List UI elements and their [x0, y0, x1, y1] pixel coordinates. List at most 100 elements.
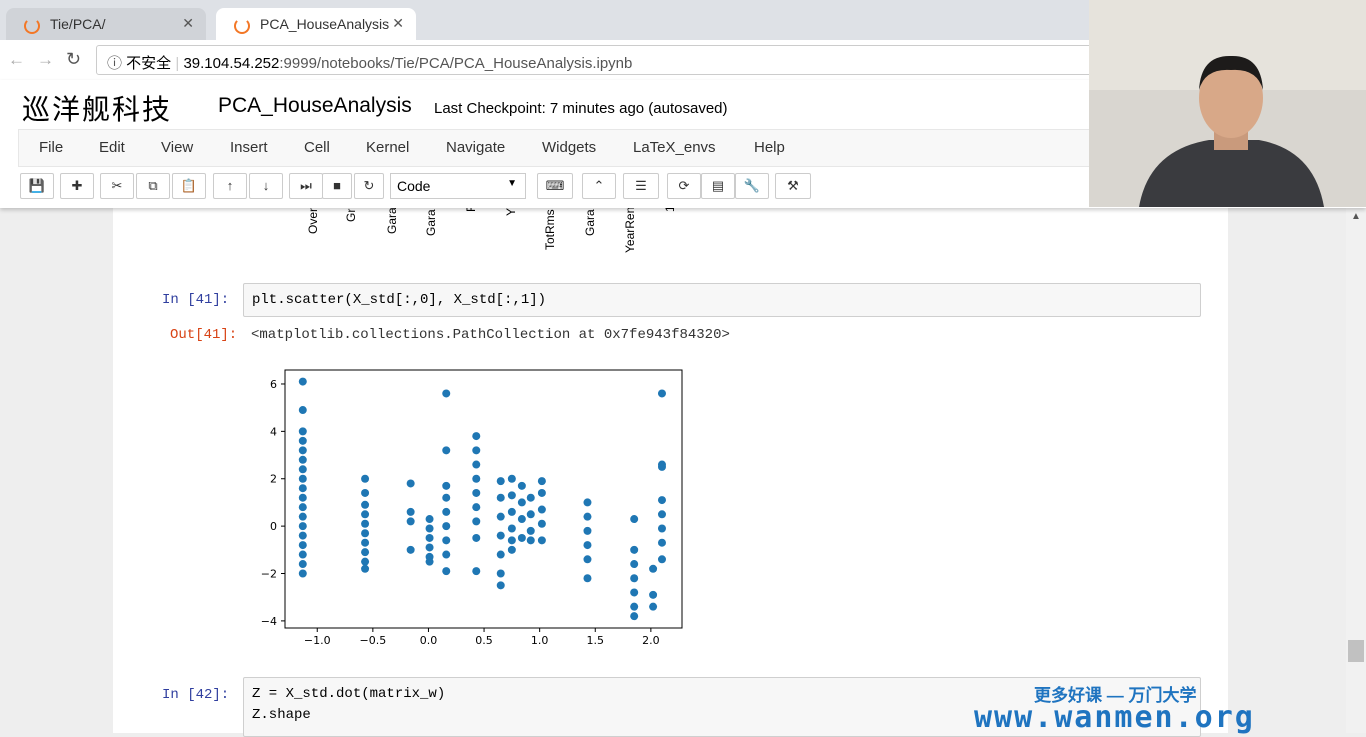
- scatter-chart: −1.0 −0.5 0.0 0.5 1.0 1.5 2.0 −4 −2 0 2 4 6: [261, 369, 683, 647]
- code-line: Z = X_std.dot(matrix_w): [252, 686, 446, 702]
- point: [361, 557, 370, 566]
- point: [472, 488, 481, 497]
- menu-item[interactable]: Widgets: [542, 139, 597, 156]
- point: [298, 474, 307, 483]
- tab-active[interactable]: PCA_HouseAnalysis ✕: [216, 8, 416, 40]
- menu-item[interactable]: LaTeX_envs: [633, 139, 716, 156]
- toolbar-button[interactable]: 💾: [20, 173, 54, 199]
- notebook-title[interactable]: PCA_HouseAnalysis: [218, 94, 412, 117]
- point: [583, 526, 592, 535]
- menu-item[interactable]: Kernel: [366, 139, 410, 156]
- point: [298, 406, 307, 415]
- y-tick-label: −2: [261, 568, 277, 581]
- code-line: Z.shape: [252, 707, 311, 723]
- toolbar-button[interactable]: ⏭: [289, 173, 323, 199]
- point: [442, 550, 451, 559]
- point: [298, 493, 307, 502]
- tab[interactable]: Tie/PCA/✕: [6, 8, 206, 40]
- x-tick-label: −1.0: [304, 634, 331, 647]
- point: [425, 524, 434, 533]
- menu-item[interactable]: Cell: [304, 139, 330, 156]
- toolbar-button[interactable]: ☰: [623, 173, 659, 199]
- menu-item[interactable]: File: [39, 139, 64, 156]
- point: [425, 557, 434, 566]
- url-box[interactable]: ⓘ 不安全 | 39.104.54.252:9999/notebooks/Tie…: [96, 45, 1096, 75]
- point: [657, 555, 666, 564]
- y-tick-label: 4: [270, 425, 277, 438]
- point: [361, 529, 370, 538]
- x-tick-label: 2.0: [642, 634, 660, 647]
- in-prompt: In [41]:: [162, 292, 230, 308]
- axis-label: Gr: [344, 208, 358, 222]
- watermark: 更多好课 — 万门大学: [1034, 686, 1197, 705]
- point: [298, 512, 307, 521]
- point: [630, 602, 639, 611]
- scrollbar[interactable]: ▲: [1346, 207, 1366, 733]
- toolbar-button[interactable]: ■: [322, 173, 352, 199]
- point: [361, 510, 370, 519]
- point: [472, 503, 481, 512]
- menu-item[interactable]: Help: [754, 139, 785, 156]
- axis-label: Y: [504, 207, 518, 216]
- point: [583, 512, 592, 521]
- code-line: plt.scatter(X_std[:,0], X_std[:,1]): [252, 292, 547, 308]
- menu-item[interactable]: Edit: [99, 139, 125, 156]
- point: [298, 377, 307, 386]
- toolbar-button[interactable]: ↻: [354, 173, 384, 199]
- point: [537, 519, 546, 528]
- toolbar-button[interactable]: 🔧: [735, 173, 769, 199]
- toolbar-button[interactable]: ⧉: [136, 173, 170, 199]
- y-tick-label: 0: [270, 520, 277, 533]
- point: [507, 491, 516, 500]
- toolbar-button[interactable]: ⌨: [537, 173, 573, 199]
- point: [298, 436, 307, 445]
- axis-label: YearRen: [623, 206, 637, 253]
- jupyter-header: 巡洋舰科技 PCA_HouseAnalysis Last Checkpoint:…: [0, 80, 1366, 208]
- point: [537, 477, 546, 486]
- toolbar-button[interactable]: ✚: [60, 173, 94, 199]
- point: [361, 488, 370, 497]
- watermark-url: www.wanmen.org: [974, 700, 1255, 735]
- code-cell[interactable]: Z = X_std.dot(matrix_w) Z.shape: [243, 677, 1201, 737]
- point: [425, 543, 434, 552]
- toolbar-button[interactable]: ▤: [701, 173, 735, 199]
- url-rest: :9999/notebooks/Tie/PCA/PCA_HouseAnalysi…: [279, 55, 633, 72]
- point: [406, 507, 415, 516]
- point: [630, 612, 639, 621]
- code-cell[interactable]: plt.scatter(X_std[:,0], X_std[:,1]): [243, 283, 1201, 317]
- menu-item[interactable]: View: [161, 139, 194, 156]
- point: [583, 541, 592, 550]
- logo[interactable]: 巡洋舰科技: [22, 93, 173, 126]
- point: [583, 498, 592, 507]
- point: [649, 602, 658, 611]
- cell-type-select[interactable]: Code ▼: [390, 173, 526, 199]
- point: [406, 479, 415, 488]
- toolbar-button[interactable]: ↓: [249, 173, 283, 199]
- url-host: 39.104.54.252: [183, 55, 280, 72]
- menu-item[interactable]: Insert: [230, 139, 268, 156]
- toolbar-button[interactable]: ✂: [100, 173, 134, 199]
- toolbar-button[interactable]: ⟳: [667, 173, 701, 199]
- point: [649, 590, 658, 599]
- toolbar-button[interactable]: 📋: [172, 173, 206, 199]
- point: [657, 538, 666, 547]
- toolbar-button[interactable]: ⚒: [775, 173, 811, 199]
- point: [517, 515, 526, 524]
- tab-title: Tie/PCA/: [50, 16, 106, 32]
- axis-label: Gara: [385, 207, 399, 234]
- point: [361, 548, 370, 557]
- point: [517, 533, 526, 542]
- toolbar-button[interactable]: ⌃: [582, 173, 616, 199]
- point: [517, 481, 526, 490]
- point: [298, 541, 307, 550]
- point: [472, 567, 481, 576]
- toolbar-button[interactable]: ↑: [213, 173, 247, 199]
- axis-label: Gara: [583, 209, 597, 236]
- point: [630, 574, 639, 583]
- point: [496, 477, 505, 486]
- x-tick-label: 0.0: [420, 634, 438, 647]
- point: [425, 515, 434, 524]
- menu-item[interactable]: Navigate: [446, 139, 506, 156]
